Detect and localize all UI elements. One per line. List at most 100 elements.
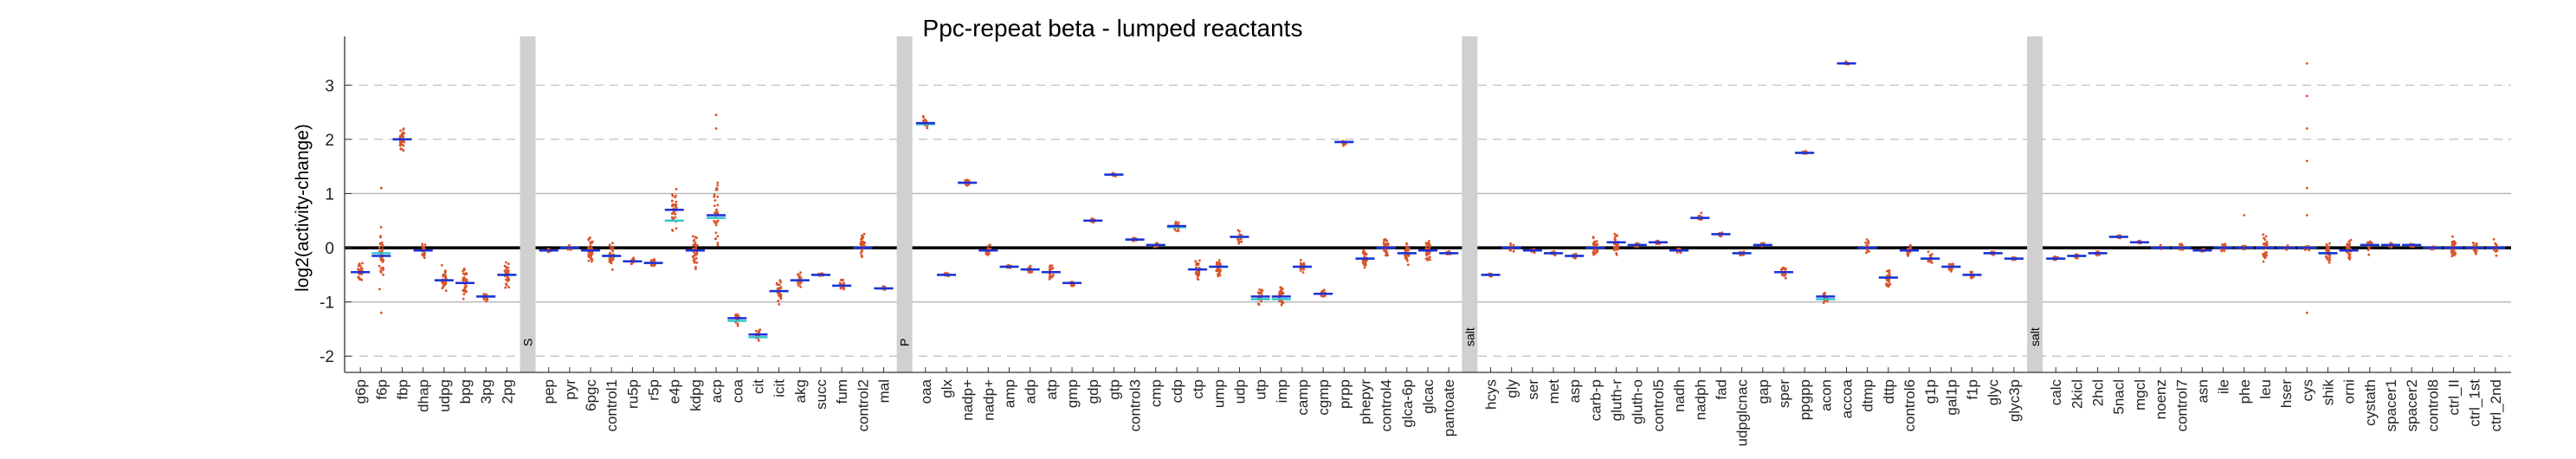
x-tick-label: akg <box>792 379 809 403</box>
data-point <box>713 204 716 208</box>
data-point <box>2345 245 2348 249</box>
data-point <box>506 269 509 273</box>
data-point <box>926 126 929 130</box>
data-point <box>507 262 510 265</box>
data-point <box>1888 280 1890 282</box>
data-point <box>2264 235 2268 238</box>
data-point <box>1675 251 1679 254</box>
data-point <box>1198 259 1201 262</box>
data-point <box>442 281 446 284</box>
data-point <box>695 251 699 255</box>
data-point <box>632 256 636 260</box>
x-tick-label: fad <box>1713 379 1729 400</box>
data-point <box>861 242 864 246</box>
x-tick-label: hser <box>2278 379 2295 408</box>
x-tick-label: oaa <box>918 378 934 404</box>
separator-label: S <box>521 339 535 346</box>
data-point <box>693 257 696 261</box>
data-point <box>1636 245 1639 249</box>
data-point <box>589 236 591 239</box>
data-point <box>462 293 466 295</box>
data-point <box>1512 243 1515 247</box>
data-point <box>839 278 843 281</box>
y-axis-label: log2(activity-change) <box>293 124 313 292</box>
data-point <box>1258 288 1261 291</box>
data-point <box>1217 268 1220 272</box>
data-point <box>1867 240 1870 242</box>
data-point <box>589 255 592 259</box>
x-tick-label: 2kicl <box>2069 379 2085 409</box>
data-point <box>840 287 843 290</box>
data-point <box>1886 275 1889 277</box>
data-point <box>2367 253 2371 256</box>
data-point <box>379 258 383 262</box>
data-point <box>1406 263 1410 266</box>
data-point <box>671 194 675 197</box>
data-point <box>1407 247 1411 249</box>
data-point <box>694 247 697 250</box>
separator-label: P <box>898 339 912 346</box>
data-point <box>591 260 593 263</box>
data-point <box>378 288 381 291</box>
x-tick-label: kdpg <box>688 379 704 411</box>
x-tick-label: acp <box>708 379 725 403</box>
data-point <box>2451 242 2455 245</box>
data-point <box>1907 255 1910 257</box>
x-tick-label: glyc <box>1985 379 2002 406</box>
data-point <box>776 283 779 286</box>
data-point <box>443 276 447 279</box>
data-point <box>776 287 779 290</box>
data-point <box>1930 253 1934 255</box>
data-point <box>1615 253 1618 256</box>
data-point <box>1595 240 1598 242</box>
data-point <box>694 256 698 260</box>
data-point <box>2327 249 2331 253</box>
data-point <box>441 263 443 267</box>
data-point <box>378 264 381 268</box>
data-point <box>2265 242 2269 246</box>
data-point <box>2265 240 2269 243</box>
x-tick-label: control5 <box>1650 379 1667 431</box>
data-point <box>1424 247 1428 250</box>
y-tick-label: 3 <box>325 77 334 95</box>
data-point <box>401 135 404 139</box>
data-point <box>714 237 717 241</box>
data-point <box>1596 249 1598 253</box>
x-tick-label: cmp <box>1148 379 1165 407</box>
data-point <box>610 245 612 249</box>
data-point <box>921 114 925 118</box>
data-point <box>2475 242 2478 245</box>
outlier-point <box>2305 186 2308 190</box>
data-point <box>629 262 633 265</box>
x-tick-label: r5p <box>646 379 662 401</box>
data-point <box>1615 245 1618 249</box>
data-point <box>694 242 697 246</box>
data-point <box>2327 259 2330 262</box>
data-point <box>442 275 445 278</box>
data-point <box>713 193 716 197</box>
x-tick-label: ru5p <box>624 379 641 409</box>
data-point <box>609 259 612 262</box>
data-point <box>713 219 716 223</box>
data-point <box>462 269 464 273</box>
x-tick-label: control6 <box>1901 379 1918 431</box>
data-point <box>1822 293 1825 296</box>
data-point <box>2453 253 2457 256</box>
data-point <box>797 284 800 287</box>
data-point <box>1050 264 1054 268</box>
data-point <box>1927 250 1930 253</box>
data-point <box>403 132 406 135</box>
x-tick-label: coa <box>729 378 746 403</box>
data-point <box>2262 260 2265 263</box>
data-point <box>590 246 593 249</box>
data-point <box>2450 255 2454 258</box>
x-tick-label: 3pg <box>478 379 494 404</box>
grid-lines <box>345 84 2511 357</box>
data-point <box>2347 244 2351 247</box>
data-point <box>608 243 611 247</box>
data-point <box>402 128 405 132</box>
x-tick-label: f6p <box>373 379 390 400</box>
data-point <box>1280 303 1283 307</box>
data-point <box>779 281 783 284</box>
